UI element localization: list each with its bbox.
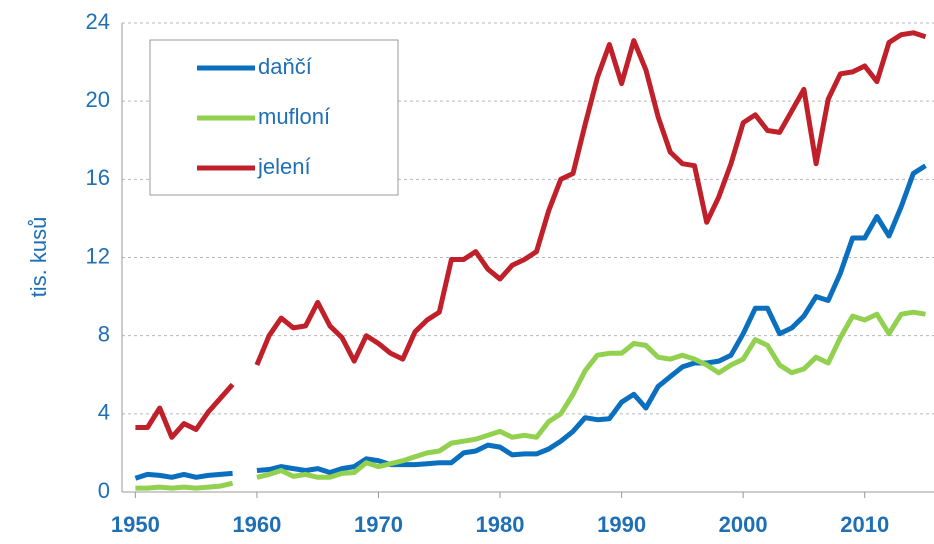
legend-box: [149, 39, 399, 196]
y-tick-label: 0: [98, 478, 110, 503]
series-line: [135, 30, 927, 440]
x-tick-label: 1970: [354, 512, 403, 537]
x-tick-label: 1950: [111, 512, 160, 537]
legend-label: mufloní: [258, 104, 330, 129]
y-axis-label: tis. kusů: [26, 217, 51, 298]
y-tick-label: 12: [86, 243, 110, 268]
y-tick-label: 24: [86, 9, 110, 34]
series-line: [135, 309, 926, 491]
y-tick-label: 4: [98, 400, 110, 425]
legend-label: jelení: [257, 154, 311, 179]
y-tick-label: 16: [86, 165, 110, 190]
y-tick-label: 20: [86, 87, 110, 112]
y-tick-label: 8: [98, 321, 110, 346]
x-tick-label: 1980: [476, 512, 525, 537]
x-tick-label: 1990: [597, 512, 646, 537]
x-tick-label: 1960: [232, 512, 281, 537]
legend-label: daňčí: [258, 54, 312, 79]
x-tick-label: 2010: [840, 512, 889, 537]
x-tick-label: 2000: [719, 512, 768, 537]
series-line: [134, 163, 927, 481]
